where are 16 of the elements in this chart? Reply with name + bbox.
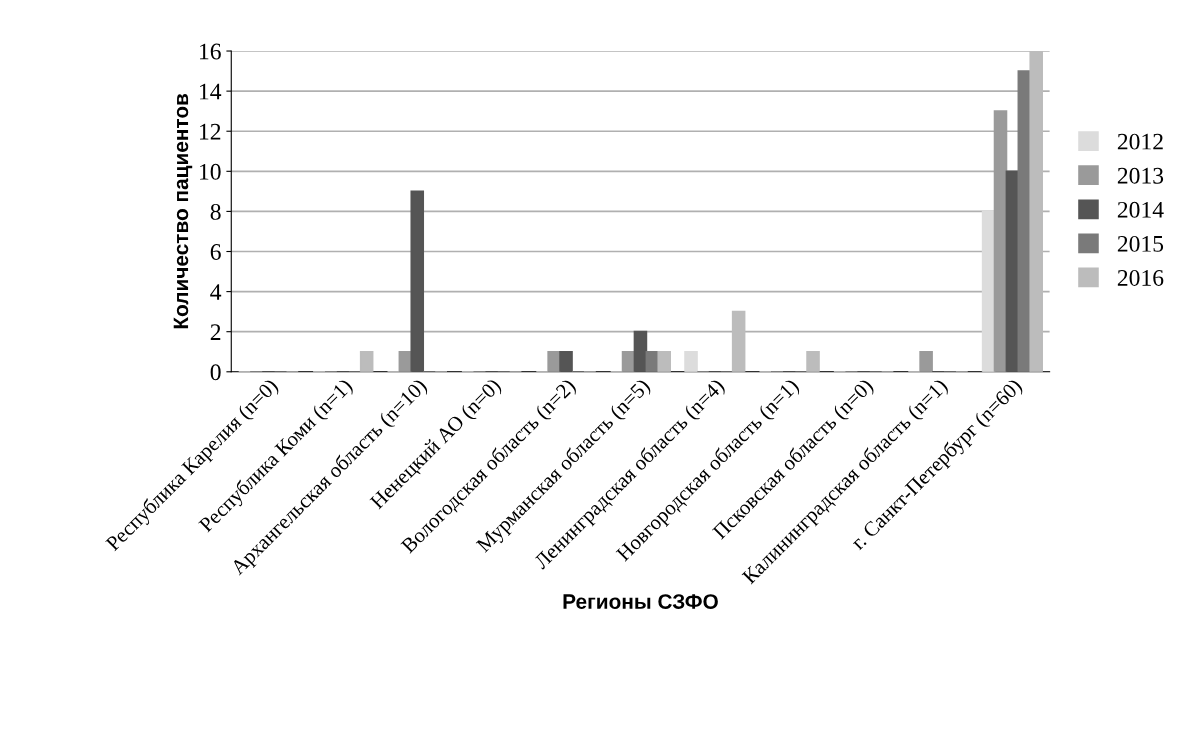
legend-label: 2016 bbox=[1117, 269, 1164, 286]
legend-label: 2014 bbox=[1117, 201, 1164, 218]
y-tick-label: 6 bbox=[210, 244, 221, 260]
y-tick-label: 4 bbox=[210, 284, 222, 300]
legend-label: 2015 bbox=[1117, 235, 1164, 252]
y-tick-label: 12 bbox=[200, 123, 221, 140]
y-tick-label: 0 bbox=[210, 364, 221, 381]
y-tick-label: 8 bbox=[210, 203, 221, 220]
legend-label: 2013 bbox=[1117, 167, 1164, 184]
y-axis-title: Количество пациентов bbox=[173, 93, 193, 329]
y-tick-label: 16 bbox=[200, 43, 221, 60]
y-tick-label: 2 bbox=[210, 324, 221, 340]
x-axis-title: Регионы СЗФО bbox=[563, 594, 718, 609]
y-tick-label: 14 bbox=[200, 83, 222, 100]
y-tick-label: 10 bbox=[200, 163, 221, 180]
legend-label: 2012 bbox=[1117, 133, 1163, 150]
